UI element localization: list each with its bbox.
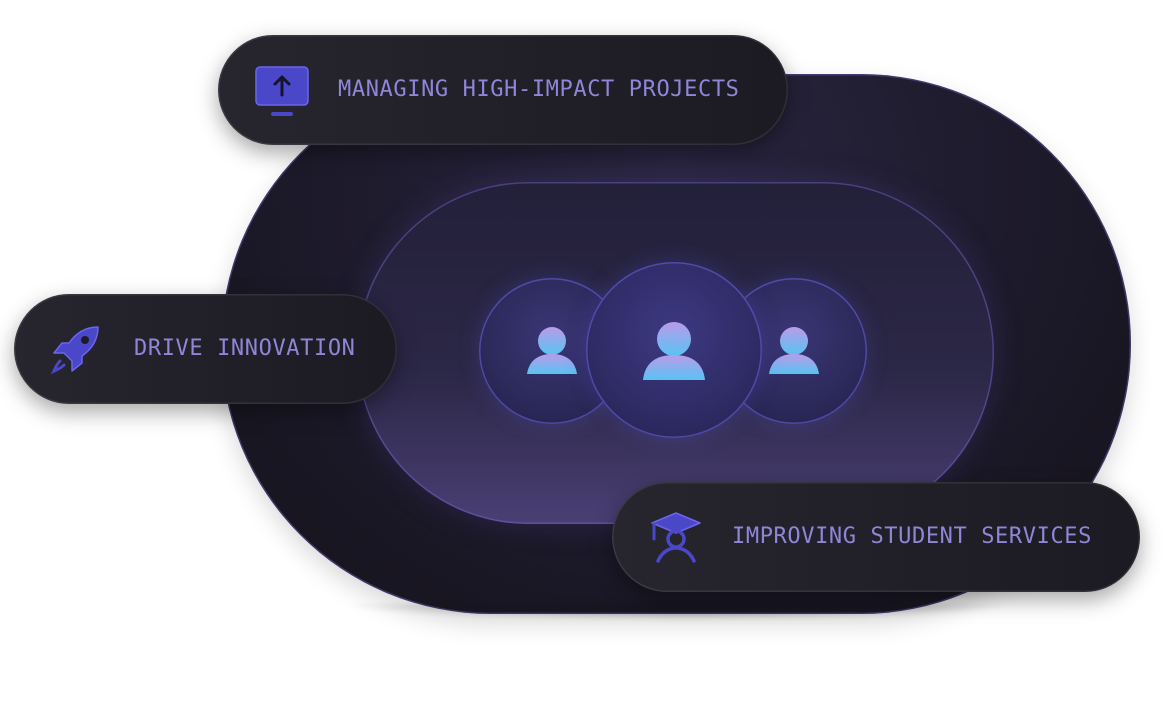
pill-drive-innovation: DRIVE INNOVATION	[14, 294, 397, 404]
graduation-cap-icon	[648, 509, 704, 565]
user-icon	[527, 327, 577, 374]
avatar-center	[586, 262, 762, 438]
pill-student-services: IMPROVING STUDENT SERVICES	[612, 482, 1140, 592]
rocket-icon	[48, 321, 104, 377]
user-icon	[769, 327, 819, 374]
pill-label: DRIVE INNOVATION	[134, 336, 356, 361]
pill-managing-projects: MANAGING HIGH-IMPACT PROJECTS	[218, 35, 788, 145]
monitor-upload-icon	[254, 64, 310, 120]
user-icon	[643, 322, 705, 380]
pill-label: IMPROVING STUDENT SERVICES	[732, 524, 1092, 549]
pill-label: MANAGING HIGH-IMPACT PROJECTS	[338, 77, 740, 102]
